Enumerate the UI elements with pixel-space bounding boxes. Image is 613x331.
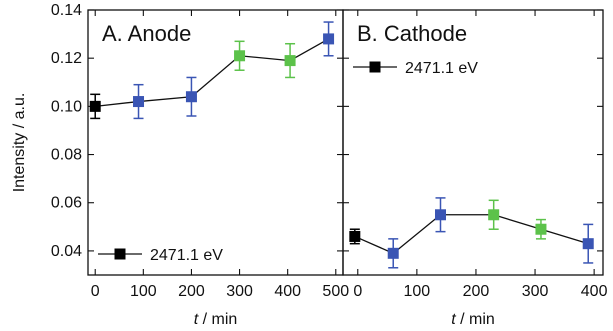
anode-marker — [185, 91, 197, 103]
y-tick-label: 0.14 — [51, 2, 82, 19]
y-tick-label: 0.12 — [51, 50, 82, 67]
y-tick-label: 0.04 — [51, 243, 82, 260]
cathode-x-axis-label-unit: / min — [456, 311, 495, 328]
cathode-marker — [488, 209, 500, 221]
cathode-data-point — [582, 223, 594, 264]
cathode-x-axis-label-symbol: t — [451, 311, 456, 328]
anode-data-point — [89, 93, 101, 120]
anode-data-point — [234, 40, 246, 71]
cathode-x-tick-label: 100 — [404, 283, 431, 300]
anode-x-axis-label-unit: / min — [198, 311, 237, 328]
cathode-panel-title: B. Cathode — [357, 21, 467, 46]
anode-plot-frame — [87, 9, 344, 276]
cathode-legend-label: 2471.1 eV — [405, 60, 478, 77]
anode-data-point — [133, 83, 145, 120]
anode-panel: 0 100 200 300 400 500 0.04 0.06 0.08 0.10 0.12 0.14… — [11, 2, 349, 328]
cathode-x-tick-label: 300 — [522, 283, 549, 300]
anode-x-tick-label: 400 — [274, 283, 301, 300]
anode-marker — [323, 33, 335, 45]
cathode-marker — [535, 223, 547, 235]
anode-marker — [284, 55, 296, 67]
anode-x-tick-label: 200 — [178, 283, 205, 300]
anode-panel-title: A. Anode — [102, 21, 191, 46]
cathode-plot-frame — [342, 9, 604, 276]
y-axis-label: Intensity / a.u. — [11, 93, 28, 193]
cathode-marker — [349, 230, 361, 242]
y-tick-label: 0.06 — [51, 195, 82, 212]
cathode-data-point — [349, 228, 361, 245]
anode-marker — [133, 96, 145, 108]
cathode-marker — [582, 238, 594, 250]
anode-x-tick-label: 500 — [322, 283, 349, 300]
anode-x-tick-label: 100 — [130, 283, 157, 300]
y-tick-label: 0.10 — [51, 98, 82, 115]
anode-x-tick-label: 300 — [226, 283, 253, 300]
cathode-marker — [435, 209, 446, 221]
cathode-data-point — [488, 199, 500, 230]
anode-data-point — [284, 42, 296, 79]
cathode-series-line — [354, 214, 589, 255]
anode-legend-marker — [114, 248, 126, 260]
anode-x-axis-label-symbol: t — [194, 311, 199, 328]
anode-x-tick-label: 0 — [91, 283, 100, 300]
cathode-marker — [387, 247, 399, 259]
cathode-panel: 0 100 200 300 400 B. Cathode 2471.1 eV t / m… — [342, 9, 608, 328]
anode-marker — [89, 100, 101, 112]
anode-legend: 2471.1 eV — [98, 247, 223, 264]
cathode-data-point — [435, 197, 446, 233]
cathode-legend-marker — [369, 61, 381, 73]
anode-series-line — [95, 38, 329, 108]
y-tick-label: 0.08 — [51, 147, 82, 164]
cathode-x-tick-label: 0 — [353, 283, 362, 300]
anode-legend-label: 2471.1 eV — [150, 247, 223, 264]
anode-x-axis-label: t / min — [194, 311, 238, 328]
anode-data-point — [185, 76, 197, 117]
cathode-x-tick-label: 400 — [581, 283, 608, 300]
cathode-legend: 2471.1 eV — [353, 60, 478, 77]
cathode-x-tick-label: 200 — [463, 283, 490, 300]
cathode-x-axis-label: t / min — [451, 311, 495, 328]
cathode-data-point — [535, 218, 547, 240]
anode-data-point — [323, 21, 335, 57]
cathode-data-point — [387, 238, 399, 269]
anode-marker — [234, 50, 246, 62]
